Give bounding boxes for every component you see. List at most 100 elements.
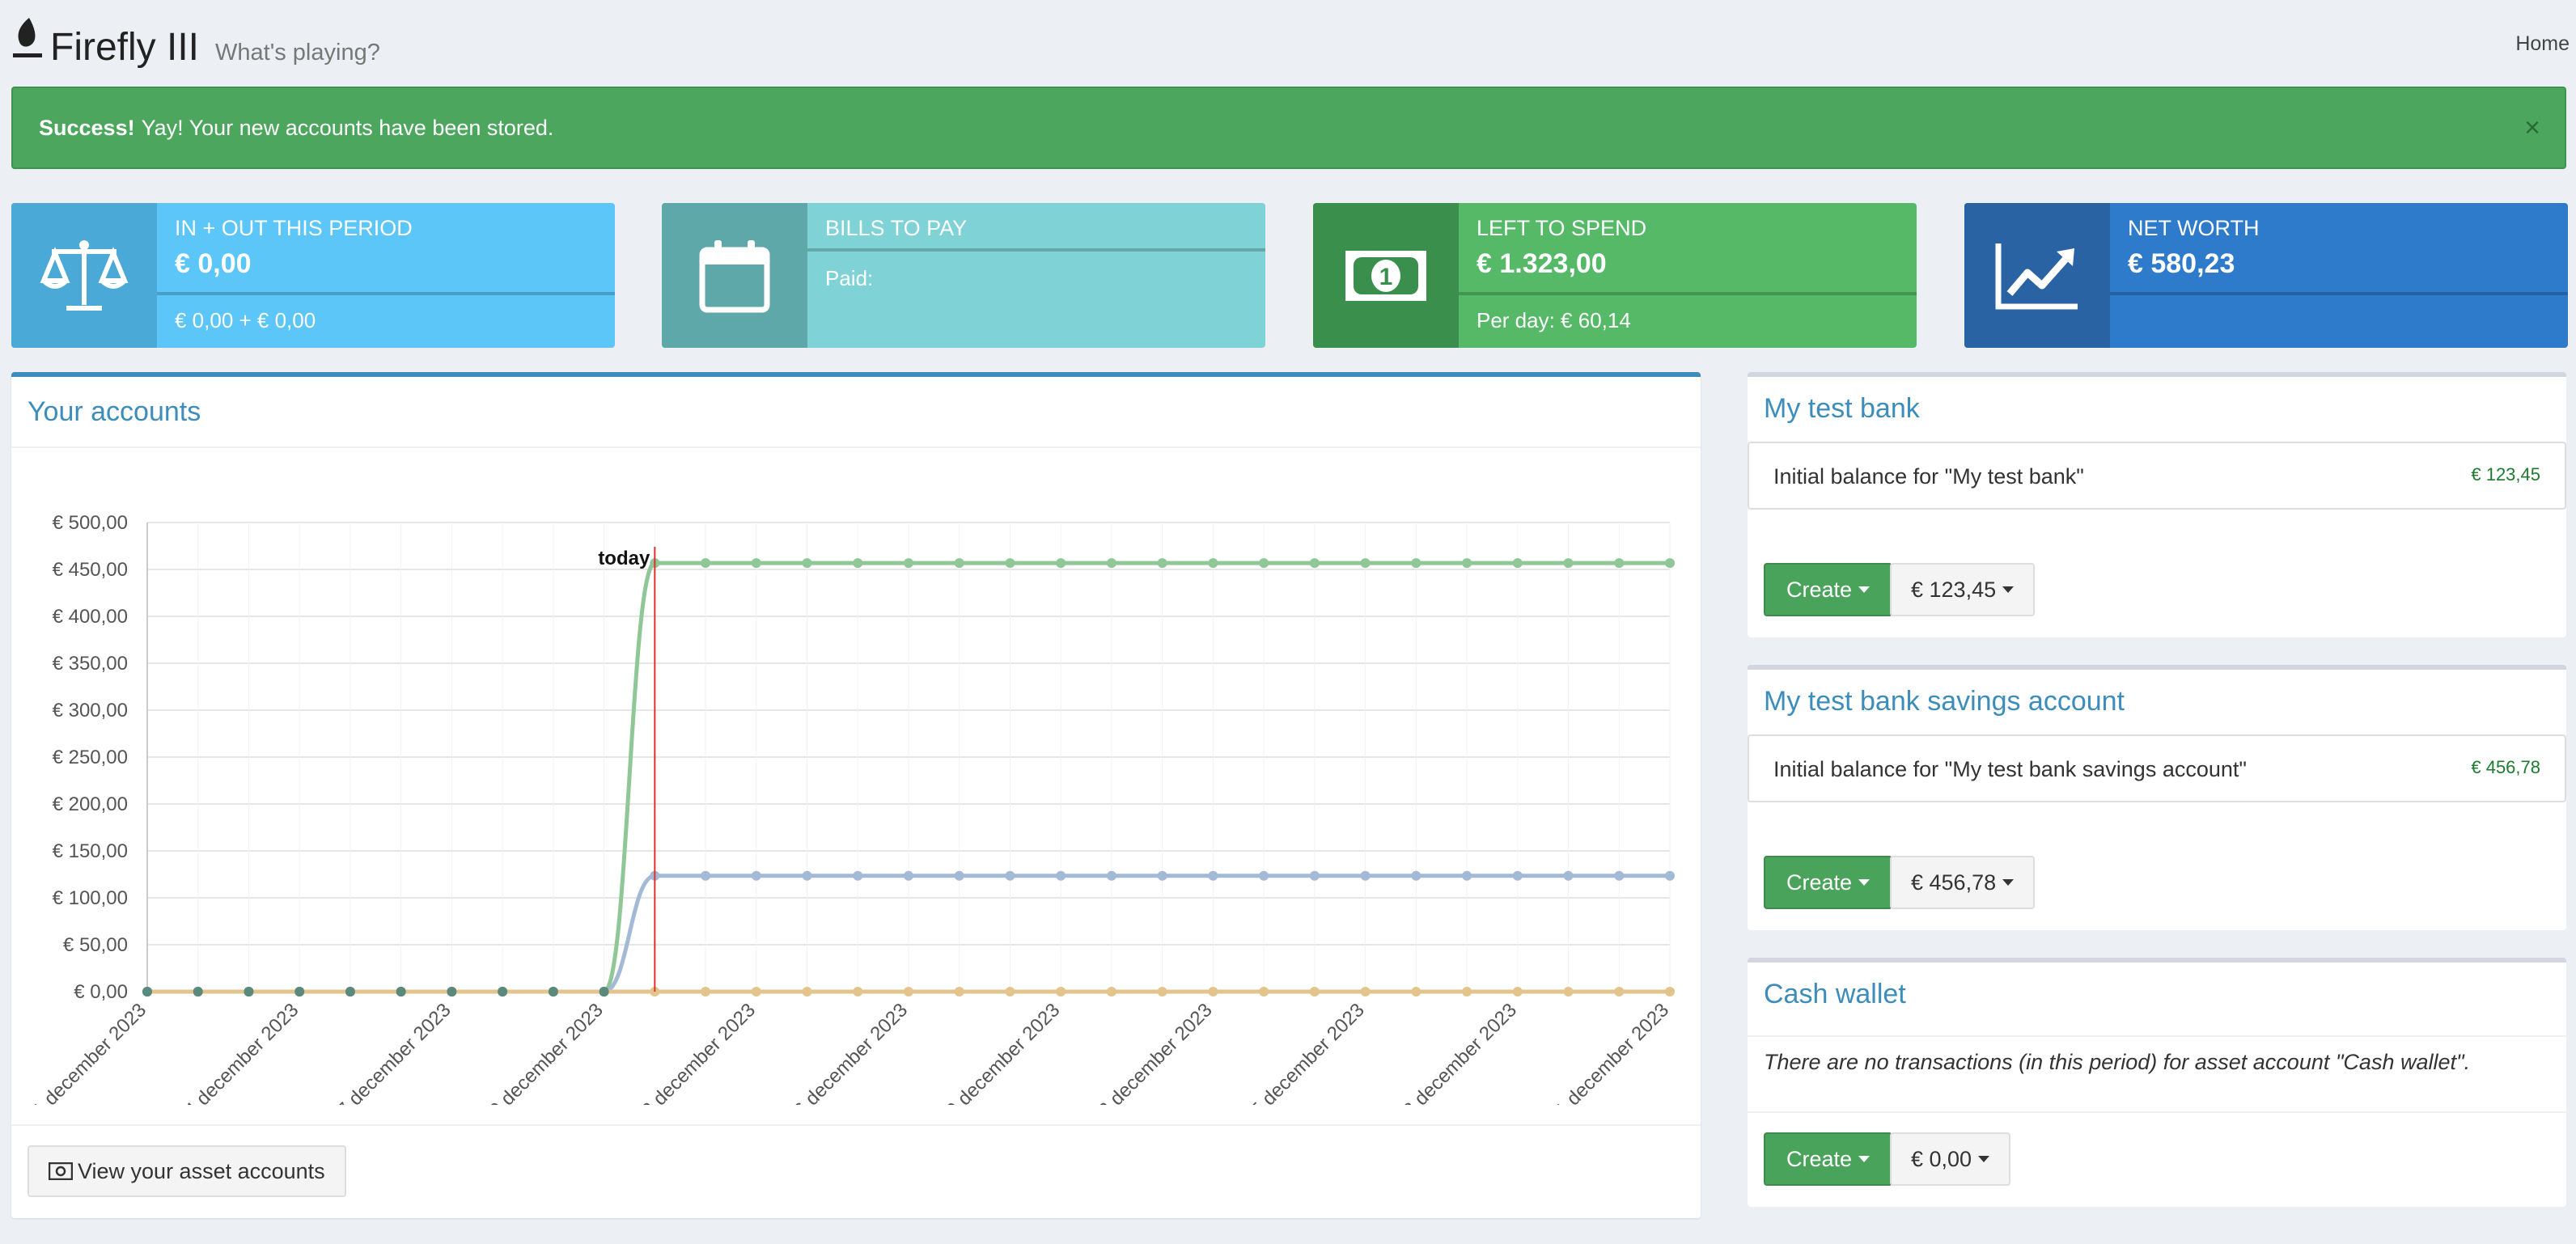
data-point: [1208, 870, 1218, 881]
alert-message: Yay! Your new accounts have been stored.: [141, 115, 554, 140]
money-icon: 1: [1313, 203, 1459, 348]
data-point: [802, 870, 812, 881]
caret-down-icon: [1978, 1156, 1990, 1162]
data-point: [1614, 558, 1625, 569]
line-chart-icon: [1964, 203, 2110, 348]
data-point: [1005, 870, 1015, 881]
view-asset-accounts-button[interactable]: View your asset accounts: [28, 1145, 346, 1197]
divider: [11, 446, 1701, 448]
transaction-description[interactable]: Initial balance for "My test bank": [1773, 464, 2084, 489]
data-point: [1208, 987, 1218, 996]
caret-down-icon: [1858, 879, 1871, 886]
data-point: [1665, 558, 1675, 569]
data-point: [701, 870, 711, 881]
data-point: [751, 987, 761, 996]
create-dropdown-button[interactable]: Create: [1764, 1132, 1893, 1186]
account-title[interactable]: My test bank savings account: [1764, 686, 2125, 717]
logo[interactable]: Firefly III What's playing?: [11, 15, 380, 70]
data-point: [1563, 558, 1574, 569]
info-title: Bills to pay: [825, 216, 968, 240]
alert-close-button[interactable]: ×: [2524, 112, 2540, 143]
alert-strong: Success!: [39, 115, 135, 140]
info-progress-bar: [1459, 292, 1917, 295]
balance-dropdown-button[interactable]: € 123,45: [1890, 563, 2036, 616]
y-tick-label: € 100,00: [53, 887, 128, 909]
data-point: [1411, 558, 1421, 569]
info-value: € 580,23: [2128, 248, 2235, 279]
data-point: [802, 558, 812, 569]
data-point: [193, 987, 203, 996]
data-point: [548, 987, 558, 996]
create-label: Create: [1786, 577, 1853, 602]
data-point: [954, 558, 964, 569]
caret-down-icon: [1858, 1156, 1871, 1162]
info-box-in-out[interactable]: In + out this period € 0,00 € 0,00 + € 0…: [11, 203, 615, 348]
data-point: [1309, 870, 1320, 881]
create-dropdown-button[interactable]: Create: [1764, 563, 1893, 616]
divider: [11, 1124, 1701, 1126]
transaction-row[interactable]: Initial balance for "My test bank saving…: [1748, 734, 2566, 802]
x-tick-label: 25 december 2023: [1239, 999, 1369, 1105]
x-tick-label: 1 december 2023: [28, 999, 150, 1105]
create-dropdown-button[interactable]: Create: [1764, 856, 1893, 909]
x-tick-label: 13 december 2023: [629, 999, 760, 1105]
data-point: [1411, 870, 1421, 881]
balance-dropdown-button[interactable]: € 456,78: [1890, 856, 2036, 909]
data-point: [447, 987, 457, 996]
y-tick-label: € 50,00: [63, 934, 128, 956]
account-title[interactable]: Cash wallet: [1764, 979, 1906, 1009]
data-point: [904, 558, 913, 569]
transaction-amount: € 456,78: [2471, 757, 2540, 777]
info-box-net-worth[interactable]: Net worth € 580,23: [1964, 203, 2568, 348]
caret-down-icon: [2002, 586, 2015, 593]
account-panel-cash-wallet: Cash wallet There are no transactions (i…: [1748, 958, 2566, 1207]
brand-name: Firefly III: [50, 26, 200, 69]
data-point: [1259, 870, 1269, 881]
data-point: [751, 558, 761, 569]
panel-title: Your accounts: [28, 396, 201, 427]
y-tick-label: € 200,00: [53, 793, 128, 815]
create-label: Create: [1786, 1146, 1853, 1171]
y-tick-label: € 300,00: [53, 700, 128, 721]
accounts-line-chart[interactable]: € 0,00 € 50,00 € 100,00 € 150,00 € 200,00 € 2…: [11, 442, 1701, 1105]
calendar-icon: [662, 203, 807, 348]
info-progress-bar: [2110, 292, 2568, 295]
data-point: [294, 987, 305, 996]
info-box-bills[interactable]: Bills to pay Paid:: [662, 203, 1265, 348]
create-label: Create: [1786, 870, 1853, 895]
balance-label: € 456,78: [1911, 870, 1997, 895]
money-icon: [49, 1162, 73, 1180]
transaction-amount: € 123,45: [2471, 464, 2540, 484]
y-tick-label: € 0,00: [74, 981, 128, 1003]
balance-dropdown-button[interactable]: € 0,00: [1890, 1132, 2011, 1186]
balance-label: € 0,00: [1911, 1146, 1972, 1171]
x-tick-label: 19 december 2023: [934, 999, 1065, 1105]
data-point: [1208, 558, 1218, 569]
top-header: Firefly III What's playing? Home: [0, 0, 2576, 81]
data-point: [1259, 558, 1269, 569]
y-tick-label: € 450,00: [53, 559, 128, 581]
divider: [1748, 1111, 2566, 1113]
info-value: € 1.323,00: [1477, 248, 1607, 279]
y-tick-label: € 150,00: [53, 840, 128, 862]
data-point: [853, 870, 863, 881]
series-line: [147, 561, 1670, 994]
data-point: [1106, 558, 1116, 569]
transaction-row[interactable]: Initial balance for "My test bank" € 123…: [1748, 442, 2566, 510]
data-point: [142, 987, 152, 996]
info-box-left-to-spend[interactable]: 1 Left to spend € 1.323,00 Per day: € 60…: [1313, 203, 1917, 348]
data-point: [1614, 870, 1625, 881]
scale-icon: [11, 203, 157, 348]
x-tick-label: 4 december 2023: [180, 999, 303, 1105]
breadcrumb-home[interactable]: Home: [2515, 32, 2570, 55]
transaction-description[interactable]: Initial balance for "My test bank saving…: [1773, 757, 2247, 781]
success-alert: Success! Yay! Your new accounts have bee…: [11, 87, 2566, 169]
data-point: [1005, 987, 1015, 996]
data-point: [954, 870, 964, 881]
x-tick-label: 10 december 2023: [477, 999, 608, 1105]
account-title[interactable]: My test bank: [1764, 393, 1920, 424]
data-point: [1056, 987, 1066, 996]
data-point: [1411, 987, 1421, 996]
y-tick-label: € 350,00: [53, 653, 128, 675]
data-point: [1157, 987, 1167, 996]
